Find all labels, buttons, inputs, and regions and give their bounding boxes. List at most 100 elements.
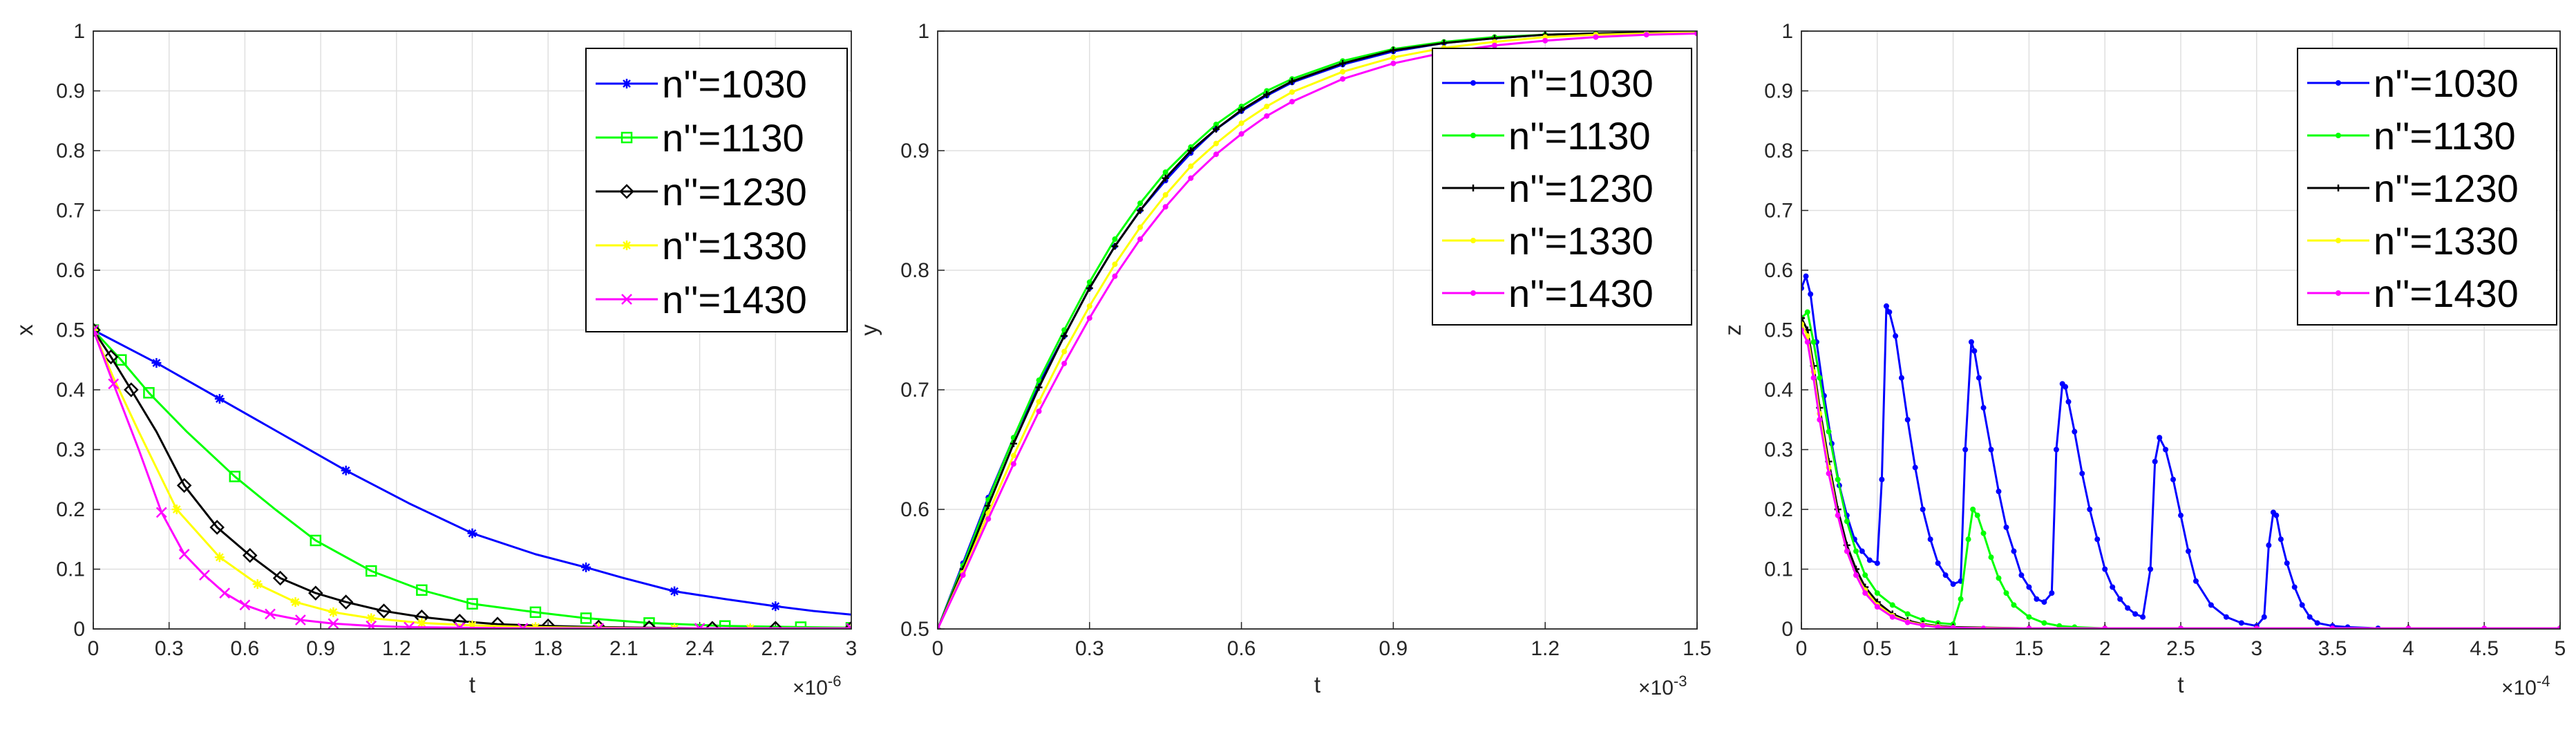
data-point	[1010, 440, 1017, 447]
y-tick-label: 0.6	[900, 498, 929, 521]
data-point	[272, 570, 288, 586]
data-point	[1213, 140, 1219, 147]
data-point	[985, 516, 992, 522]
data-point	[2273, 512, 2280, 518]
legend-item: n''=1030	[1442, 62, 1654, 105]
legend-item: n''=1330	[1442, 219, 1654, 263]
data-point	[416, 584, 428, 596]
y-tick-label: 0.7	[1764, 200, 1793, 223]
data-point	[171, 505, 182, 514]
data-point	[328, 618, 339, 629]
data-point	[2132, 611, 2139, 617]
legend: n''=1030 n''=1130 n''=1230 n''=1330 n''=1430	[585, 48, 848, 332]
legend-label: n''=1130	[662, 116, 804, 160]
x-tick-label: 2	[2099, 637, 2111, 660]
data-point	[844, 621, 851, 629]
data-point	[1643, 32, 1649, 38]
x-tick-label: 0	[932, 637, 944, 660]
data-point	[2011, 548, 2017, 554]
data-point	[1988, 446, 1994, 453]
legend-box	[585, 48, 848, 332]
x-tick-label: 4.5	[2470, 637, 2499, 660]
data-point	[490, 617, 505, 629]
y-tick-label: 0.9	[900, 140, 929, 162]
data-point	[1238, 106, 1245, 114]
data-point	[1804, 339, 1810, 345]
y-axis-label: z	[1720, 324, 1745, 336]
data-point	[846, 623, 851, 629]
legend-item: n''=1230	[596, 170, 807, 214]
data-point	[2102, 566, 2108, 572]
legend-label: n''=1030	[1508, 62, 1654, 105]
x-tick-label: 1.2	[382, 637, 411, 660]
data-point	[308, 585, 323, 601]
data-point	[1904, 417, 1911, 423]
legend-marker	[619, 184, 634, 199]
data-point	[2152, 458, 2158, 464]
x-tick-label: 2.4	[685, 637, 714, 660]
data-point	[1593, 34, 1599, 40]
legend-marker	[2336, 80, 2341, 86]
data-point	[1804, 309, 1810, 315]
data-point	[294, 614, 306, 625]
data-point	[2140, 614, 2146, 620]
data-point	[705, 621, 720, 629]
legend-marker	[1470, 290, 1476, 296]
y-tick-label: 0.9	[56, 80, 85, 103]
x-axis-label: t	[1314, 672, 1320, 697]
legend-label: n''=1130	[1508, 114, 1651, 158]
data-point	[1889, 602, 1895, 608]
data-point	[1935, 560, 1941, 566]
data-point	[1889, 614, 1895, 620]
x-tick-label: 3	[2251, 637, 2262, 660]
x-tick-label: 0.5	[1863, 637, 1892, 660]
data-point	[1542, 37, 1549, 44]
x-tick-label: 5	[2555, 637, 2566, 660]
data-point	[1817, 417, 1823, 423]
y-tick-label: 0.8	[56, 140, 85, 162]
data-point	[1996, 575, 2002, 581]
data-point	[1826, 429, 1832, 435]
data-point	[376, 603, 392, 619]
data-point	[1162, 204, 1168, 210]
y-tick-label: 0.6	[1764, 259, 1793, 282]
data-point	[338, 594, 354, 610]
x-exponent: ×10-6	[793, 672, 841, 699]
x-exponent-power: -3	[1674, 672, 1687, 690]
data-point	[768, 621, 784, 629]
data-point	[529, 606, 542, 619]
y-tick-label: 0.7	[900, 379, 929, 402]
data-point	[1289, 89, 1295, 95]
data-point	[1288, 77, 1296, 85]
data-point	[1883, 303, 1889, 309]
x-axis-label: t	[469, 672, 475, 697]
data-point	[1835, 512, 1841, 518]
data-point	[1289, 99, 1295, 105]
data-point	[1086, 315, 1092, 321]
data-point	[219, 587, 231, 599]
data-point	[1162, 169, 1168, 176]
data-point	[1826, 471, 1832, 477]
data-point	[795, 621, 807, 629]
data-point	[1010, 461, 1016, 467]
x-exponent: ×10-3	[1638, 672, 1687, 699]
y-tick-label: 0.2	[1764, 498, 1793, 521]
y-axis-label: x	[12, 324, 37, 336]
data-point	[366, 613, 377, 623]
data-point	[2170, 476, 2177, 482]
data-point	[581, 562, 591, 572]
data-point	[1879, 476, 1885, 482]
data-point	[229, 471, 241, 482]
y-tick-label: 1	[1781, 20, 1793, 43]
axes-box	[1801, 30, 2561, 630]
data-point	[341, 465, 351, 476]
legend-label: n''=1430	[662, 278, 807, 321]
data-point	[310, 534, 322, 547]
x-exponent-base: ×10	[2501, 677, 2537, 699]
data-point	[2110, 584, 2116, 590]
data-point	[1853, 548, 1859, 554]
data-point	[1086, 284, 1093, 292]
data-point	[1137, 236, 1144, 243]
data-point	[1810, 339, 1817, 345]
data-point	[1980, 404, 1987, 411]
